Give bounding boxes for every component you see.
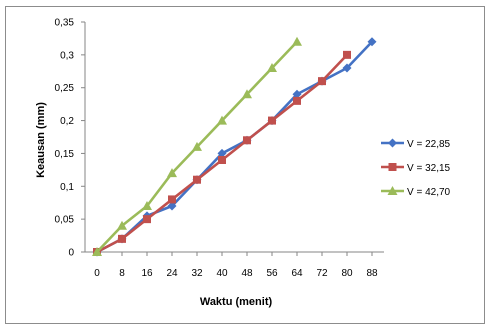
y-tick-label: 0,1 — [60, 182, 74, 193]
data-point-diamond — [217, 148, 227, 158]
data-point-triangle — [117, 220, 127, 230]
x-tick-label: 8 — [119, 268, 125, 279]
data-point-square — [193, 175, 201, 184]
y-tick-label: 0,25 — [55, 83, 75, 94]
series-3 — [92, 36, 302, 256]
data-point-square — [143, 215, 151, 224]
series-2 — [93, 50, 351, 256]
data-point-square — [388, 163, 397, 171]
x-tick-label: 48 — [241, 268, 253, 279]
data-point-square — [168, 195, 176, 204]
legend-label: V = 42,70 — [407, 187, 451, 198]
x-tick-label: 0 — [94, 268, 100, 279]
data-point-diamond — [388, 138, 397, 148]
data-point-square — [118, 234, 126, 243]
x-tick-label: 56 — [266, 268, 278, 279]
y-axis-title: Keausan (mm) — [35, 102, 47, 178]
x-tick-label: 64 — [291, 268, 303, 279]
x-tick-label: 24 — [166, 268, 178, 279]
y-tick-label: 0,05 — [55, 215, 75, 226]
y-tick-label: 0,35 — [55, 18, 75, 29]
data-point-triangle — [167, 168, 177, 178]
axes: 0 0,05 0,1 0,15 0,2 0,25 0,3 0,35 0 8 16 24 32 40 48 56… — [55, 18, 384, 279]
data-point-square — [343, 50, 351, 59]
legend-item: V = 42,70 — [381, 186, 451, 198]
y-tick-label: 0,15 — [55, 149, 75, 160]
legend: V = 22,85 V = 32,15 V = 42,70 — [381, 138, 451, 198]
data-point-triangle — [292, 36, 302, 46]
x-tick-label: 72 — [316, 268, 328, 279]
data-point-square — [318, 77, 326, 86]
data-point-diamond — [292, 89, 302, 99]
x-tick-label: 80 — [341, 268, 353, 279]
data-point-diamond — [342, 63, 352, 73]
legend-item: V = 32,15 — [381, 163, 451, 174]
data-point-triangle — [217, 115, 227, 125]
data-point-triangle — [192, 141, 202, 151]
x-tick-label: 40 — [216, 268, 228, 279]
x-tick-label: 32 — [191, 268, 203, 279]
data-point-triangle — [387, 186, 398, 195]
data-point-diamond — [167, 201, 177, 211]
x-tick-label: 16 — [141, 268, 153, 279]
data-point-triangle — [267, 63, 277, 72]
legend-item: V = 22,85 — [381, 138, 451, 150]
data-point-triangle — [142, 201, 152, 210]
data-point-diamond — [367, 37, 377, 47]
series-line — [96, 40, 373, 254]
data-point-square — [243, 136, 251, 145]
legend-label: V = 22,85 — [407, 139, 451, 150]
data-point-square — [268, 116, 276, 125]
y-tick-label: 0,3 — [60, 50, 74, 61]
x-axis-title: Waktu (menit) — [200, 296, 273, 308]
y-tick-label: 0,2 — [60, 116, 74, 127]
data-point-triangle — [242, 89, 252, 99]
legend-label: V = 32,15 — [407, 163, 451, 174]
x-tick-label: 88 — [366, 268, 378, 279]
series-layer — [92, 36, 377, 257]
data-point-square — [218, 156, 226, 164]
data-point-triangle — [92, 247, 102, 256]
data-point-square — [293, 96, 301, 105]
y-tick-label: 0 — [68, 248, 74, 259]
